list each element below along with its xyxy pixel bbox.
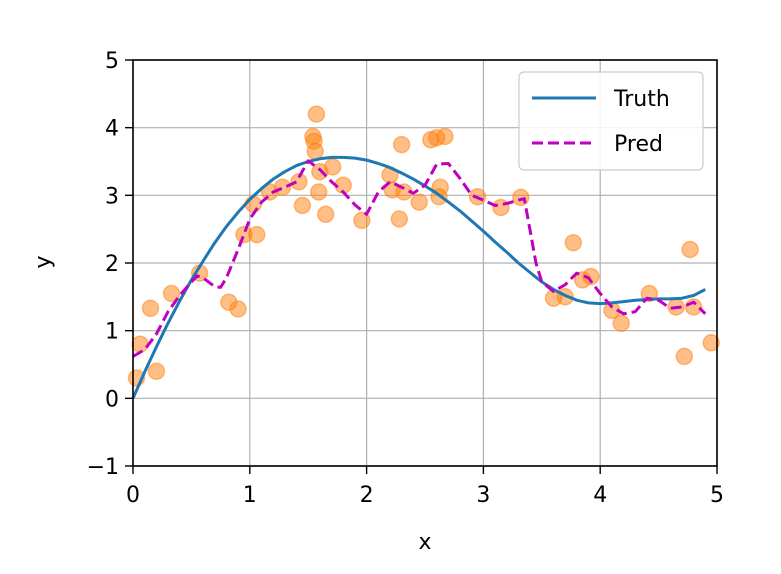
scatter-point	[390, 210, 409, 228]
y-tick-label: 2	[105, 252, 119, 277]
scatter-point	[306, 142, 324, 161]
scatter-point	[316, 205, 335, 224]
scatter-point	[307, 105, 326, 123]
x-tick-label: 1	[243, 483, 257, 508]
x-tick-label: 5	[710, 483, 724, 508]
scatter-point	[141, 299, 160, 318]
scatter-point	[131, 335, 149, 353]
scatter-point	[229, 300, 247, 318]
series-layer	[131, 155, 707, 399]
ticks-layer: 0 1 2 3 4 5 −1 0 1 2 3 4 5	[87, 49, 724, 508]
scatter-point	[244, 195, 263, 213]
y-tick-label: 4	[105, 117, 119, 142]
x-axis-label: x	[418, 530, 431, 555]
y-tick-label: 3	[105, 184, 119, 209]
legend: Truth Pred	[518, 71, 704, 171]
scatter-point	[147, 362, 166, 381]
scatter-point	[309, 183, 328, 201]
y-tick-label: 0	[105, 387, 119, 412]
scatter-point	[675, 347, 694, 366]
scatter-point	[612, 314, 630, 332]
scatter-point	[436, 127, 454, 146]
scatter-point	[353, 211, 371, 230]
scatter-point	[582, 267, 600, 286]
x-tick-label: 2	[360, 483, 374, 508]
x-tick-label: 3	[476, 483, 490, 508]
scatter-point	[162, 284, 181, 303]
scatter-point	[323, 158, 342, 176]
legend-box	[518, 71, 704, 171]
legend-label-truth: Truth	[613, 87, 670, 112]
y-tick-label: 1	[105, 320, 119, 345]
scatter-point	[293, 196, 312, 215]
scatter-point	[492, 198, 510, 217]
scatter-point	[392, 135, 411, 154]
scatter-point	[248, 225, 266, 244]
y-axis-label: y	[31, 255, 56, 268]
scatter-point	[640, 284, 659, 303]
scatter-point	[290, 173, 308, 191]
y-tick-label: 5	[105, 49, 119, 74]
scatter-point	[681, 240, 699, 259]
legend-label-pred: Pred	[614, 132, 663, 157]
scatter-point	[702, 334, 720, 352]
series-line-pred	[132, 159, 707, 358]
x-tick-label: 0	[126, 483, 140, 508]
y-tick-label: −1	[87, 455, 119, 480]
scatter-point	[410, 193, 428, 211]
x-tick-label: 4	[593, 483, 607, 508]
scatter-point	[564, 233, 583, 252]
